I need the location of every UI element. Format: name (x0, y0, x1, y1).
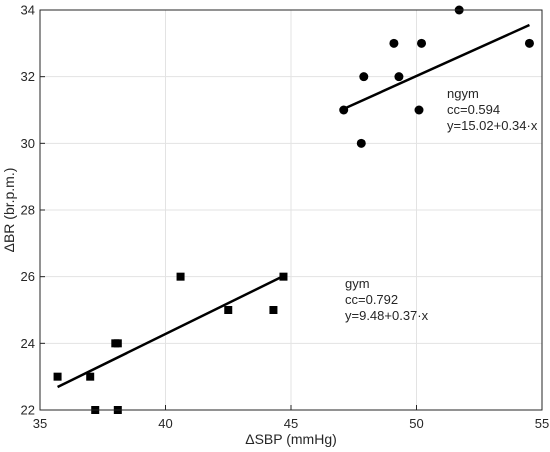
gym-annotation-line: gym (345, 276, 370, 291)
gym-point (279, 272, 288, 281)
x-tick-label: 55 (535, 416, 549, 431)
y-tick-label: 32 (21, 69, 35, 84)
ngym-point (356, 138, 366, 148)
y-tick-label: 30 (21, 136, 35, 151)
x-tick-label: 45 (284, 416, 298, 431)
y-tick-label: 24 (21, 336, 35, 351)
ngym-point (359, 72, 369, 82)
y-tick-label: 28 (21, 203, 35, 218)
gym-point (224, 306, 233, 314)
gym-annotation-line: y=9.48+0.37·x (345, 308, 429, 323)
gym-point (113, 339, 122, 348)
ngym-fit-line (343, 23, 530, 111)
gym-point (176, 272, 185, 281)
ngym-point (389, 38, 399, 48)
ngym-annotation-line: cc=0.594 (447, 102, 500, 117)
y-tick-label: 34 (21, 3, 35, 18)
y-axis-label: ΔBR (br.p.m.) (1, 168, 17, 253)
x-axis-ticks: 35 40 45 50 55 (33, 405, 549, 431)
ngym-point (339, 105, 349, 115)
gym-point (53, 372, 62, 381)
gym-point (86, 372, 95, 381)
y-axis-ticks: 22 24 26 28 30 32 34 (21, 3, 45, 418)
x-axis-label: ΔSBP (mmHg) (245, 431, 337, 447)
y-tick-label: 26 (21, 269, 35, 284)
x-tick-label: 40 (158, 416, 172, 431)
grid (39, 9, 543, 411)
ngym-point (394, 72, 404, 82)
ngym-point (524, 38, 534, 48)
fit-lines (57, 23, 530, 389)
ngym-point (417, 38, 427, 48)
gym-annotation-line: cc=0.792 (345, 292, 398, 307)
y-tick-label: 22 (21, 403, 35, 418)
gym-point (269, 306, 278, 314)
ngym-annotation-line: y=15.02+0.34·x (447, 118, 538, 133)
gym-fit-line (57, 274, 285, 389)
x-tick-label: 50 (409, 416, 423, 431)
x-tick-label: 35 (33, 416, 47, 431)
ngym-point (414, 105, 424, 115)
ngym-annotation-line: ngym (447, 86, 479, 101)
